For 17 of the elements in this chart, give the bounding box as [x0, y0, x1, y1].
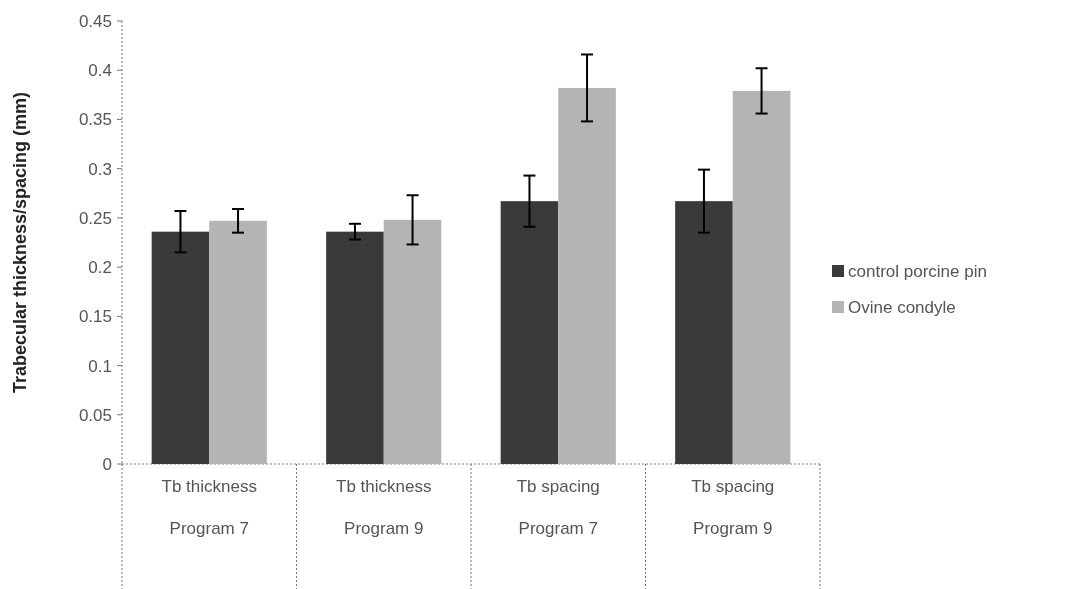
category-label: Tb spacing Program 7	[516, 476, 600, 538]
y-tick-label: 0.1	[88, 356, 112, 376]
y-tick-label: 0.45	[78, 11, 112, 31]
y-tick-label: 0.2	[88, 258, 112, 278]
category-label: Tb thickness Program 7	[161, 476, 257, 538]
y-tick-label: 0.3	[88, 159, 112, 179]
y-tick-label: 0	[102, 454, 112, 474]
category-label: Tb spacing Program 9	[691, 476, 775, 538]
legend-label: control porcine pin	[848, 261, 987, 281]
category-label: Tb thickness Program 9	[336, 476, 432, 538]
y-axis-title: Trabecular thickness/spacing (mm)	[10, 91, 30, 394]
y-tick-label: 0.05	[78, 405, 112, 425]
y-tick-label: 0.35	[78, 110, 112, 130]
legend-label: Ovine condyle	[848, 297, 956, 317]
y-tick-label: 0.4	[88, 61, 112, 81]
y-tick-label: 0.25	[78, 208, 112, 228]
y-tick-label: 0.15	[78, 307, 112, 327]
